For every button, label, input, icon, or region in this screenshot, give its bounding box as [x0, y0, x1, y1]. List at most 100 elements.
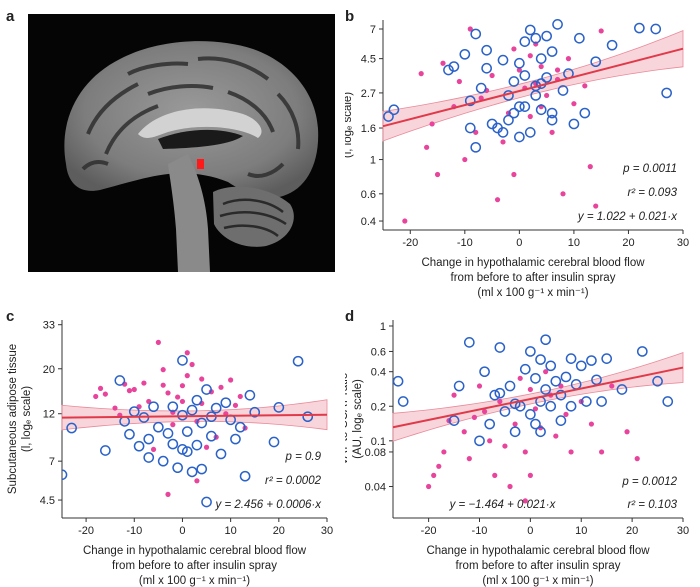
open-point	[397, 396, 409, 407]
y-tick-label: 0.04	[365, 482, 386, 494]
y-tick-label: 7	[49, 456, 55, 468]
open-point	[524, 126, 536, 138]
filled-point	[527, 386, 533, 393]
filled-point	[170, 422, 176, 428]
filled-point	[150, 446, 157, 453]
open-point	[636, 346, 648, 357]
open-point	[546, 114, 558, 126]
filled-point	[538, 63, 544, 70]
filled-point	[237, 393, 243, 400]
x-axis-label-line1: Change in hypothalamic cerebral blood fl…	[83, 545, 307, 557]
y-tick-label: 0.4	[371, 367, 386, 379]
open-point	[568, 118, 580, 130]
filled-point	[554, 67, 561, 73]
brainstem	[168, 154, 210, 272]
filled-point	[194, 478, 200, 484]
open-point	[191, 394, 203, 406]
filled-point	[516, 67, 522, 73]
open-point	[475, 82, 487, 94]
open-point	[124, 428, 135, 440]
x-axis-label-line3: (ml x 100 g⁻¹ x min⁻¹)	[482, 575, 593, 587]
filled-point	[451, 392, 457, 398]
open-point	[474, 435, 485, 447]
panel-b-label: b	[345, 8, 355, 25]
filled-point	[582, 83, 588, 89]
open-point	[114, 375, 126, 386]
filled-point	[199, 400, 205, 406]
filled-point	[429, 121, 435, 127]
filled-point	[165, 491, 171, 497]
filled-point	[418, 71, 424, 77]
y-tick-label: 7	[370, 24, 376, 36]
open-point	[590, 56, 602, 68]
filled-point	[440, 60, 446, 66]
filled-point	[502, 443, 508, 449]
open-point	[448, 415, 460, 426]
y-tick-label: 0.08	[365, 447, 386, 459]
open-point	[177, 409, 188, 421]
y-tick-label: 0.1	[371, 436, 386, 448]
open-point	[153, 421, 164, 433]
y-axis-label-line2: (l, logₑ scale)	[21, 386, 33, 452]
filled-point	[598, 28, 604, 34]
open-point	[661, 87, 672, 99]
open-point	[565, 353, 577, 364]
open-point	[210, 402, 222, 414]
open-point	[148, 401, 159, 413]
open-point	[540, 384, 551, 395]
gyri-texture	[81, 56, 301, 178]
data-points	[383, 19, 672, 236]
panel-a-label: a	[6, 8, 15, 25]
y-axis-label-line1: Subcutaneous adipose tissue	[7, 344, 19, 494]
x-tick-label: 20	[273, 525, 285, 537]
filled-point	[426, 483, 432, 490]
open-point	[292, 355, 304, 367]
open-point	[443, 64, 454, 76]
y-axis-label-line1: VAT-to-SCAT ratio	[345, 373, 350, 465]
open-point	[497, 126, 509, 138]
open-point	[302, 411, 314, 423]
confidence-band	[382, 30, 684, 142]
open-point	[519, 363, 531, 375]
open-point	[100, 445, 111, 456]
open-point	[481, 44, 492, 56]
y-tick-label: 0.4	[361, 216, 376, 228]
filled-point	[553, 433, 559, 439]
filled-point	[598, 449, 605, 455]
filled-point	[511, 171, 517, 178]
open-point	[172, 462, 183, 474]
filled-point	[565, 56, 572, 62]
open-point	[574, 32, 585, 44]
hypothalamus-highlight	[197, 159, 204, 169]
filled-point	[184, 373, 190, 379]
open-point	[546, 107, 558, 119]
stat-p: p = 0.0011	[622, 163, 677, 175]
open-point	[519, 101, 531, 113]
open-point	[535, 53, 547, 64]
y-tick-label: 1	[370, 155, 376, 167]
open-point	[66, 422, 77, 434]
open-point	[650, 23, 662, 35]
filled-point	[386, 231, 391, 236]
open-point	[514, 131, 525, 143]
y-axis-label-line2: (l, logₑ scale)	[345, 92, 354, 158]
open-point	[463, 337, 475, 348]
open-point	[504, 380, 516, 392]
open-point	[508, 107, 520, 119]
filled-point	[624, 429, 630, 435]
open-point	[177, 355, 188, 366]
filled-point	[593, 203, 599, 209]
filled-point	[588, 421, 595, 427]
open-point	[552, 19, 563, 30]
filled-point	[517, 375, 523, 381]
y-tick-label: 4.5	[361, 54, 376, 66]
open-point	[206, 430, 217, 442]
filled-point	[431, 472, 437, 478]
open-point	[220, 397, 232, 409]
filled-point	[634, 456, 640, 462]
filled-point	[126, 388, 133, 394]
regression-line	[392, 366, 684, 429]
open-point	[579, 107, 591, 119]
open-point	[509, 426, 521, 438]
x-tick-label: 0	[179, 525, 185, 537]
